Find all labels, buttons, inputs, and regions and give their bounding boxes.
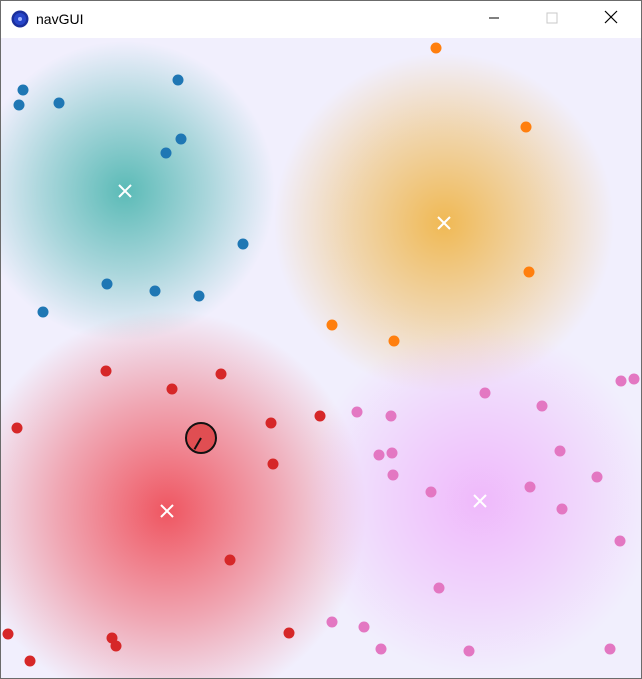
data-point-orange (388, 335, 400, 347)
data-point-pink (463, 645, 475, 657)
data-point-teal (149, 285, 161, 297)
data-point-pink (554, 445, 566, 457)
data-point-red (224, 554, 236, 566)
x-icon (160, 504, 174, 518)
data-point-teal (193, 290, 205, 302)
data-point-pink (326, 616, 338, 628)
x-icon (473, 494, 487, 508)
data-point-pink (628, 373, 640, 385)
data-point-red (314, 410, 326, 422)
x-icon (437, 216, 451, 230)
app-globe-icon (11, 10, 29, 28)
minimize-button[interactable] (471, 1, 517, 38)
data-point-teal (175, 133, 187, 145)
data-point-red (100, 365, 112, 377)
data-point-pink (615, 375, 627, 387)
data-point-pink (433, 582, 445, 594)
data-point-red (110, 640, 122, 652)
data-point-pink (614, 535, 626, 547)
data-point-red (215, 368, 227, 380)
data-point-pink (591, 471, 603, 483)
data-point-pink (387, 469, 399, 481)
cluster-region-pink (305, 326, 641, 676)
data-point-red (267, 458, 279, 470)
data-point-pink (524, 481, 536, 493)
scene-svg (1, 38, 641, 678)
data-point-teal (101, 278, 113, 290)
minimize-icon (488, 11, 500, 29)
data-point-pink (351, 406, 363, 418)
data-point-red (166, 383, 178, 395)
data-point-red (24, 655, 36, 667)
x-icon (118, 184, 132, 198)
data-point-teal (53, 97, 65, 109)
data-point-orange (430, 42, 442, 54)
data-point-pink (358, 621, 370, 633)
data-point-pink (556, 503, 568, 515)
window-title: navGUI (36, 11, 84, 27)
data-point-pink (375, 643, 387, 655)
data-point-orange (326, 319, 338, 331)
data-point-teal (237, 238, 249, 250)
close-button[interactable] (588, 1, 634, 38)
data-point-red (2, 628, 14, 640)
data-point-red (283, 627, 295, 639)
simulation-canvas[interactable] (1, 38, 641, 678)
data-point-orange (523, 266, 535, 278)
cluster-region-red (1, 311, 367, 678)
data-point-teal (13, 99, 25, 111)
data-point-orange (520, 121, 532, 133)
data-point-teal (17, 84, 29, 96)
data-point-teal (172, 74, 184, 86)
data-point-red (265, 417, 277, 429)
data-point-teal (37, 306, 49, 318)
data-point-pink (536, 400, 548, 412)
data-point-pink (385, 410, 397, 422)
data-point-pink (373, 449, 385, 461)
data-point-teal (160, 147, 172, 159)
title-bar[interactable]: navGUI (1, 1, 641, 38)
data-point-pink (425, 486, 437, 498)
data-point-red (11, 422, 23, 434)
data-point-pink (604, 643, 616, 655)
data-point-pink (479, 387, 491, 399)
agent-robot-icon[interactable] (185, 422, 217, 454)
close-icon (604, 10, 618, 29)
maximize-icon (546, 11, 558, 29)
maximize-button[interactable] (529, 1, 575, 38)
cluster-region-teal (1, 41, 275, 341)
data-point-pink (386, 447, 398, 459)
